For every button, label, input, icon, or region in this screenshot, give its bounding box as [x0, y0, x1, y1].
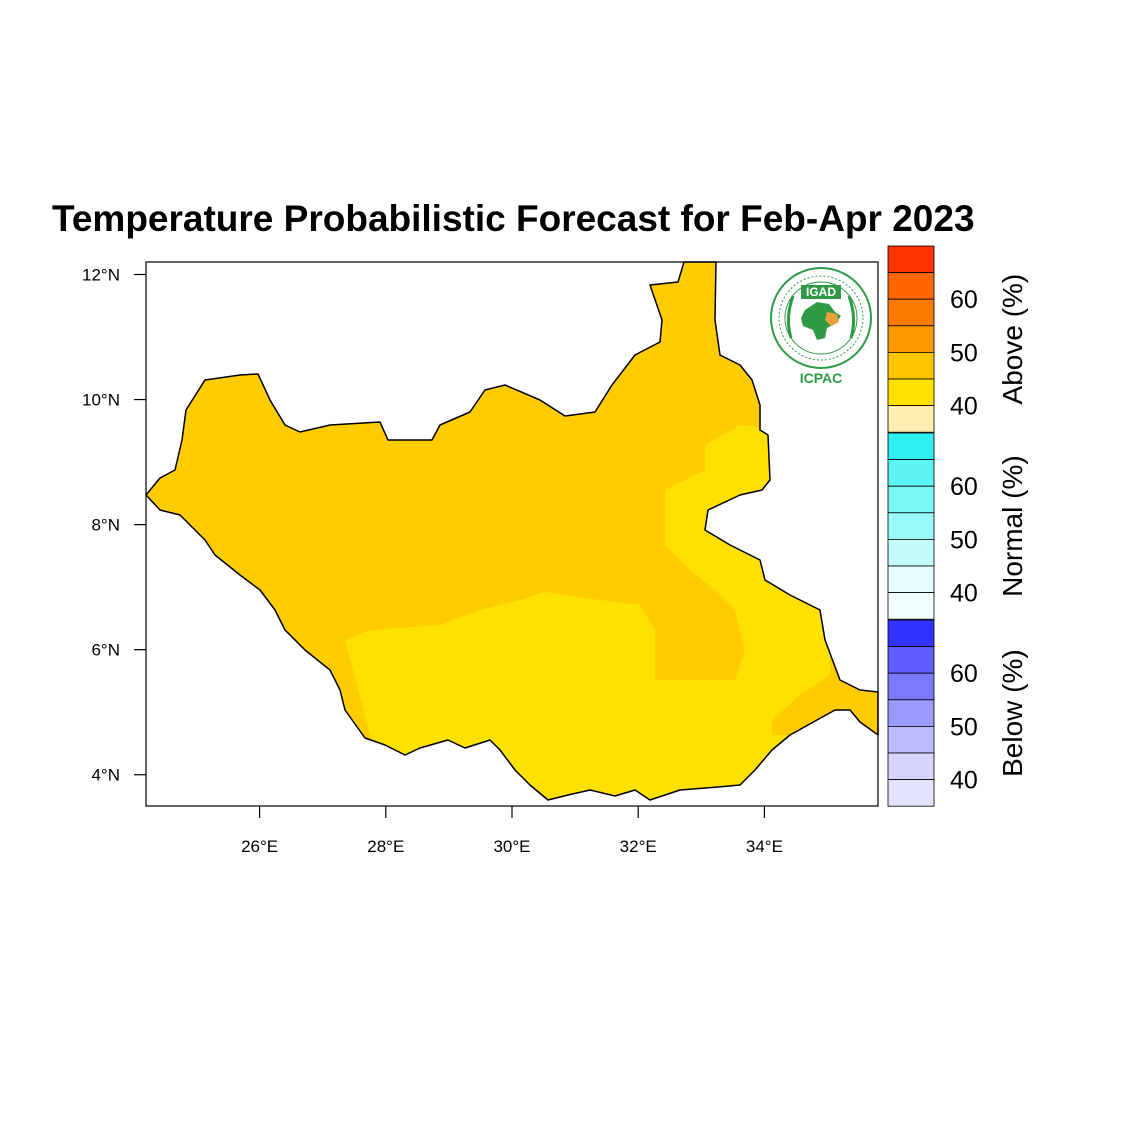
country-border [145, 261, 879, 801]
colorbar-swatch [887, 298, 935, 327]
colorbar-label: 50 [950, 713, 978, 741]
colorbar-group-title: Below (%) [997, 649, 1028, 777]
x-tick-label: 30°E [493, 837, 530, 856]
colorbar-swatch [887, 459, 935, 487]
colorbar-swatch [887, 752, 935, 781]
colorbar-swatch [887, 512, 935, 540]
colorbar-label: 40 [950, 580, 978, 608]
colorbar-swatch [887, 432, 935, 461]
colorbar-swatch [887, 405, 935, 433]
colorbar-label: 60 [950, 286, 978, 314]
y-tick-label: 8°N [91, 516, 120, 535]
colorbar-group-title: Normal (%) [997, 455, 1028, 597]
colorbar-swatch [887, 565, 935, 594]
y-tick-label: 4°N [91, 766, 120, 785]
colorbar-swatch [887, 539, 935, 567]
colorbar-label: 60 [950, 660, 978, 688]
colorbar-swatch [887, 646, 935, 674]
colorbar-swatch [887, 245, 935, 274]
country-fill-above [146, 262, 878, 800]
logo-top-text: IGAD [806, 285, 836, 299]
colorbar-label: 40 [950, 393, 978, 421]
colorbar-label: 40 [950, 767, 978, 795]
x-axis: 26°E 28°E 30°E 32°E 34°E [241, 806, 783, 856]
y-axis: 4°N 6°N 8°N 10°N 12°N [82, 266, 146, 785]
colorbar-swatch [887, 672, 935, 701]
colorbar-label: 50 [950, 339, 978, 367]
colorbar-swatch [887, 378, 935, 407]
colorbar-swatch [887, 325, 935, 353]
colorbar-label: 60 [950, 473, 978, 501]
y-tick-label: 6°N [91, 641, 120, 660]
igad-icpac-logo: IGAD ICPAC [770, 267, 872, 386]
x-tick-label: 26°E [241, 837, 278, 856]
colorbar: 60 50 40 Above (%) 60 50 40 Normal (%) 60 50 40 Bel… [887, 245, 1028, 807]
colorbar-swatch [887, 272, 935, 300]
colorbar-swatch [887, 726, 935, 754]
colorbar-swatch [887, 592, 935, 620]
colorbar-swatch [887, 699, 935, 727]
colorbar-group-title: Above (%) [997, 274, 1028, 405]
x-tick-label: 32°E [620, 837, 657, 856]
y-tick-label: 12°N [82, 266, 120, 285]
colorbar-swatch [887, 485, 935, 514]
x-tick-label: 34°E [746, 837, 783, 856]
colorbar-swatch [887, 779, 935, 807]
y-tick-label: 10°N [82, 391, 120, 410]
colorbar-label: 50 [950, 526, 978, 554]
x-tick-label: 28°E [367, 837, 404, 856]
colorbar-swatch [887, 619, 935, 648]
logo-bottom-text: ICPAC [800, 370, 843, 386]
page-title: Temperature Probabilistic Forecast for F… [52, 198, 975, 239]
colorbar-swatch [887, 351, 935, 380]
